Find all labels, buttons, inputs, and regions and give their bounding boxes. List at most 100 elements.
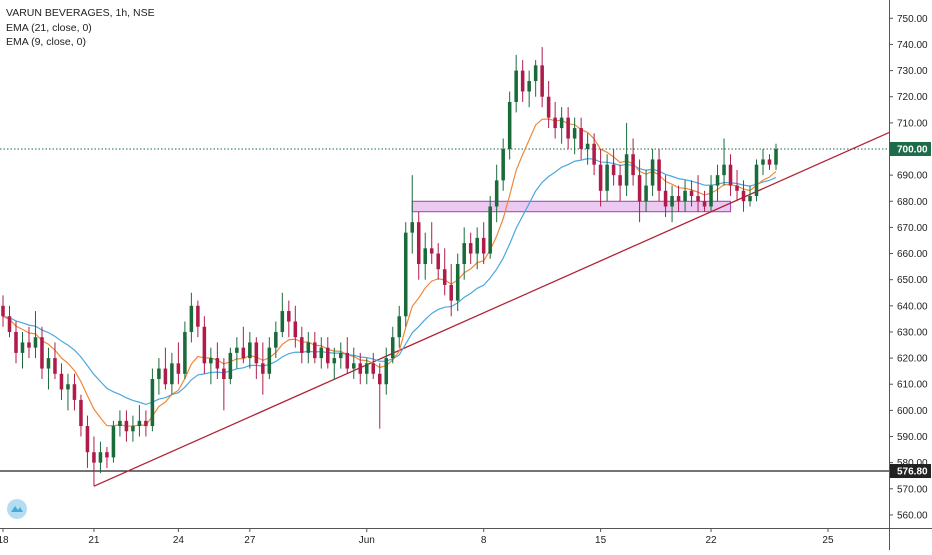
candle <box>14 321 18 364</box>
candle <box>566 107 570 149</box>
candle-body <box>248 342 252 359</box>
candle <box>196 300 200 338</box>
candle-body <box>157 368 161 380</box>
candle-body <box>209 358 213 364</box>
candle-body <box>566 117 570 139</box>
candle-body <box>722 164 726 176</box>
candle <box>215 342 220 380</box>
candle-body <box>546 96 551 118</box>
candle <box>436 243 440 280</box>
candle <box>111 420 116 463</box>
candle-body <box>196 305 200 327</box>
candle <box>689 180 694 207</box>
y-tick-label: 570.00 <box>897 484 928 495</box>
candle <box>579 117 583 160</box>
candle <box>722 138 726 186</box>
candle <box>157 358 161 395</box>
candle <box>66 373 70 411</box>
candle-body <box>767 159 772 165</box>
candle <box>728 154 733 197</box>
tradingview-logo-icon[interactable] <box>6 498 28 520</box>
candle-body <box>657 159 661 191</box>
candle <box>761 148 765 176</box>
candle <box>313 331 317 364</box>
candle <box>228 347 233 385</box>
candle-body <box>715 175 720 186</box>
candle-body <box>306 342 311 353</box>
y-tick-label: 740.00 <box>897 40 928 51</box>
candle-body <box>163 368 168 385</box>
candle-body <box>481 237 486 254</box>
candle <box>384 347 389 395</box>
candle <box>300 326 304 364</box>
candle-body <box>592 143 596 165</box>
candle-body <box>527 81 531 92</box>
y-tick-label: 660.00 <box>897 249 928 260</box>
candle <box>546 81 551 129</box>
candle-body <box>475 237 479 254</box>
y-tick-label: 670.00 <box>897 223 928 234</box>
candle <box>670 185 674 223</box>
candle <box>683 180 687 212</box>
candle <box>124 410 129 442</box>
candle <box>46 347 51 390</box>
candle-body <box>572 128 577 139</box>
candle <box>131 415 135 442</box>
legend-ema9[interactable]: EMA (9, close, 0) <box>6 36 86 48</box>
candle <box>358 352 363 385</box>
candle <box>637 159 642 223</box>
candle <box>59 363 64 400</box>
candle <box>507 91 512 160</box>
candle-body <box>27 342 31 348</box>
candle <box>748 185 752 207</box>
candle-body <box>313 342 317 359</box>
candle-body <box>429 248 434 254</box>
candle-body <box>300 337 304 353</box>
candle <box>423 232 427 280</box>
candle <box>53 342 57 380</box>
candle-body <box>585 143 590 149</box>
candle-body <box>254 342 259 364</box>
candle <box>494 164 499 223</box>
candle-body <box>670 196 674 207</box>
candle-body <box>364 363 369 374</box>
x-tick-label: 8 <box>481 535 487 546</box>
candle-body <box>468 243 473 254</box>
candle <box>618 164 622 202</box>
candle-body <box>462 243 466 264</box>
candle-body <box>1 305 5 317</box>
candle-body <box>293 321 298 338</box>
candle-body <box>728 164 733 186</box>
candle-body <box>741 190 746 202</box>
candle-body <box>14 331 18 353</box>
candle <box>676 185 681 212</box>
candle-body <box>287 311 291 322</box>
candle-body <box>377 373 382 385</box>
candle-body <box>702 201 707 207</box>
candle <box>397 305 402 348</box>
candle-body <box>553 117 557 129</box>
ema21-line <box>2 158 777 406</box>
candle-body <box>183 331 187 374</box>
y-tick-label: 610.00 <box>897 380 928 391</box>
candle-body <box>118 420 122 427</box>
candle-body <box>455 264 460 301</box>
legend-symbol-title[interactable]: VARUN BEVERAGES, 1h, NSE <box>6 7 155 19</box>
candle-body <box>20 342 25 353</box>
legend-ema21[interactable]: EMA (21, close, 0) <box>6 21 92 34</box>
candle <box>293 305 298 348</box>
candle <box>261 342 265 395</box>
candle <box>553 101 557 139</box>
candle <box>287 300 291 338</box>
candle-body <box>33 337 38 348</box>
resistance-zone <box>411 200 732 213</box>
candle <box>488 196 492 259</box>
candle-body <box>105 452 109 458</box>
candle-body <box>326 347 330 364</box>
y-tick-label: 600.00 <box>897 406 928 417</box>
candle <box>611 148 616 186</box>
candle-body <box>644 185 648 202</box>
candle-body <box>494 180 499 207</box>
